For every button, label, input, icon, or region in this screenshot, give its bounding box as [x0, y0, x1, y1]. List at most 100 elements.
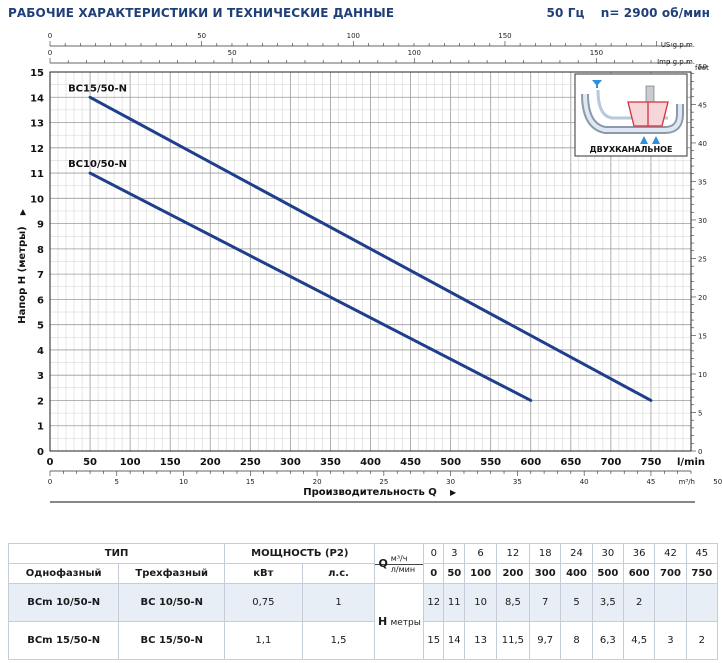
table-row: BCm 10/50-N BC 10/50-N 0,75 1 H метры 12… [7, 583, 719, 660]
y-tick-label: 4 [37, 346, 44, 357]
head-value: 6,3 [591, 621, 625, 660]
three-phase-header: Трехфазный [118, 563, 226, 584]
top-axis-tick-label: 150 [498, 32, 511, 40]
feet-tick-label: 10 [698, 371, 707, 379]
plot-frame [49, 71, 692, 452]
x-tick-label: 150 [160, 457, 181, 468]
q-m3h-cell: 0 [423, 543, 445, 564]
y-tick-label: 14 [30, 93, 44, 104]
head-value: 9,7 [529, 621, 562, 660]
m3h-tick-label: 30 [446, 478, 455, 486]
feet-tick-label: 20 [698, 294, 707, 302]
q-unit-m3h: м³/ч [390, 553, 408, 563]
y-tick-label: 6 [37, 295, 44, 306]
m3h-tick-label: 20 [313, 478, 322, 486]
head-value: 3,5 [591, 583, 625, 622]
head-value: 10 [464, 583, 497, 622]
top-axis-tick-label: 0 [48, 32, 52, 40]
top-axis-tick-label: 100 [408, 49, 421, 57]
top-axis-tick-label: 0 [48, 49, 52, 57]
head-value: 2 [622, 583, 656, 622]
top-axis-tick-label: 50 [228, 49, 237, 57]
top-axis-unit-label: Imp g.p.m. [657, 58, 695, 66]
y-axis-arrow: ▶ [18, 208, 27, 215]
q-m3h-cell: 45 [685, 543, 719, 564]
h-unit: метры [390, 618, 421, 628]
power-header: МОЩНОСТЬ (P2) [224, 543, 376, 564]
x-tick-label: 650 [560, 457, 581, 468]
head-value: 11 [443, 583, 466, 622]
y-tick-label: 7 [37, 270, 44, 281]
x-axis-label: Производительность Q [303, 487, 437, 498]
feet-tick-label: 45 [698, 101, 707, 109]
y-tick-label: 13 [30, 119, 44, 130]
feet-tick-label: 30 [698, 217, 707, 225]
feet-tick-label: 40 [698, 140, 707, 148]
q-m3h-cell: 6 [464, 543, 497, 564]
type-header: ТИП [7, 543, 226, 564]
q-lmin-cell: 300 [529, 563, 562, 584]
m3h-unit-label: m³/h [679, 478, 695, 486]
q-lmin-cell: 750 [685, 563, 719, 584]
power-kw: 0,75 [224, 583, 303, 622]
head-value: 8,5 [495, 583, 531, 622]
series-line [88, 171, 533, 402]
q-m3h-cell: 12 [495, 543, 531, 564]
m3h-tick-label: 5 [115, 478, 119, 486]
head-value: 2 [685, 621, 719, 660]
head-value: 11,5 [495, 621, 531, 660]
q-lmin-cell: 100 [464, 563, 497, 584]
y-tick-label: 10 [30, 194, 44, 205]
x-tick-label: 400 [360, 457, 381, 468]
three-phase-model: BC 15/50-N [118, 621, 226, 660]
three-phase-model: BC 10/50-N [118, 583, 226, 622]
hp-header: л.с. [301, 563, 376, 584]
y-tick-label: 2 [37, 396, 44, 407]
head-value: 12 [423, 583, 445, 622]
inset-label: ДВУХКАНАЛЬНОЕ [590, 145, 673, 154]
series-label: BC10/50-N [68, 159, 127, 170]
feet-tick-label: 25 [698, 255, 707, 263]
x-tick-label: 450 [400, 457, 421, 468]
impeller-inset: ДВУХКАНАЛЬНОЕ [574, 73, 688, 157]
x-tick-label: 0 [47, 457, 54, 468]
m3h-tick-label: 15 [246, 478, 255, 486]
y-tick-label: 0 [37, 447, 44, 458]
m3h-tick-label: 0 [48, 478, 52, 486]
single-phase-model: BCm 10/50-N [7, 583, 120, 622]
y-axis-label: Напор H (метры) [17, 226, 28, 323]
x-tick-label: 700 [600, 457, 621, 468]
head-value: 5 [560, 583, 593, 622]
q-label: Q [378, 556, 388, 570]
q-m3h-cell: 18 [529, 543, 562, 564]
q-m3h-cell: 36 [622, 543, 656, 564]
rpm-label: n= 2900 об/мин [600, 6, 710, 20]
x-tick-label: 600 [520, 457, 541, 468]
q-lmin-cell: 200 [495, 563, 531, 584]
x-tick-label: 50 [83, 457, 97, 468]
feet-tick-label: 50 [698, 63, 707, 71]
power-hp: 1 [301, 583, 376, 622]
x-tick-label: 300 [280, 457, 301, 468]
m3h-tick-label: 40 [580, 478, 589, 486]
m3h-tick-label: 25 [379, 478, 388, 486]
y-tick-label: 9 [37, 220, 44, 231]
x-axis-arrow: ▶ [450, 488, 457, 497]
m3h-tick-label: 35 [513, 478, 522, 486]
feet-tick-label: 35 [698, 178, 707, 186]
h-header: H метры [374, 583, 425, 660]
m3h-tick-label: 45 [646, 478, 655, 486]
head-value: 15 [423, 621, 445, 660]
q-lmin-cell: 400 [560, 563, 593, 584]
q-m3h-cell: 3 [443, 543, 466, 564]
q-lmin-cell: 700 [654, 563, 687, 584]
feet-tick-label: 0 [698, 448, 702, 456]
y-tick-label: 15 [30, 68, 44, 79]
top-axis-tick-label: 100 [347, 32, 360, 40]
chart-series: BC10/50-N BC15/50-N [68, 83, 653, 402]
y-tick-label: 11 [30, 169, 44, 180]
head-value: 4,5 [622, 621, 656, 660]
top-axis-tick-label: 50 [197, 32, 206, 40]
q-lmin-cell: 500 [591, 563, 625, 584]
